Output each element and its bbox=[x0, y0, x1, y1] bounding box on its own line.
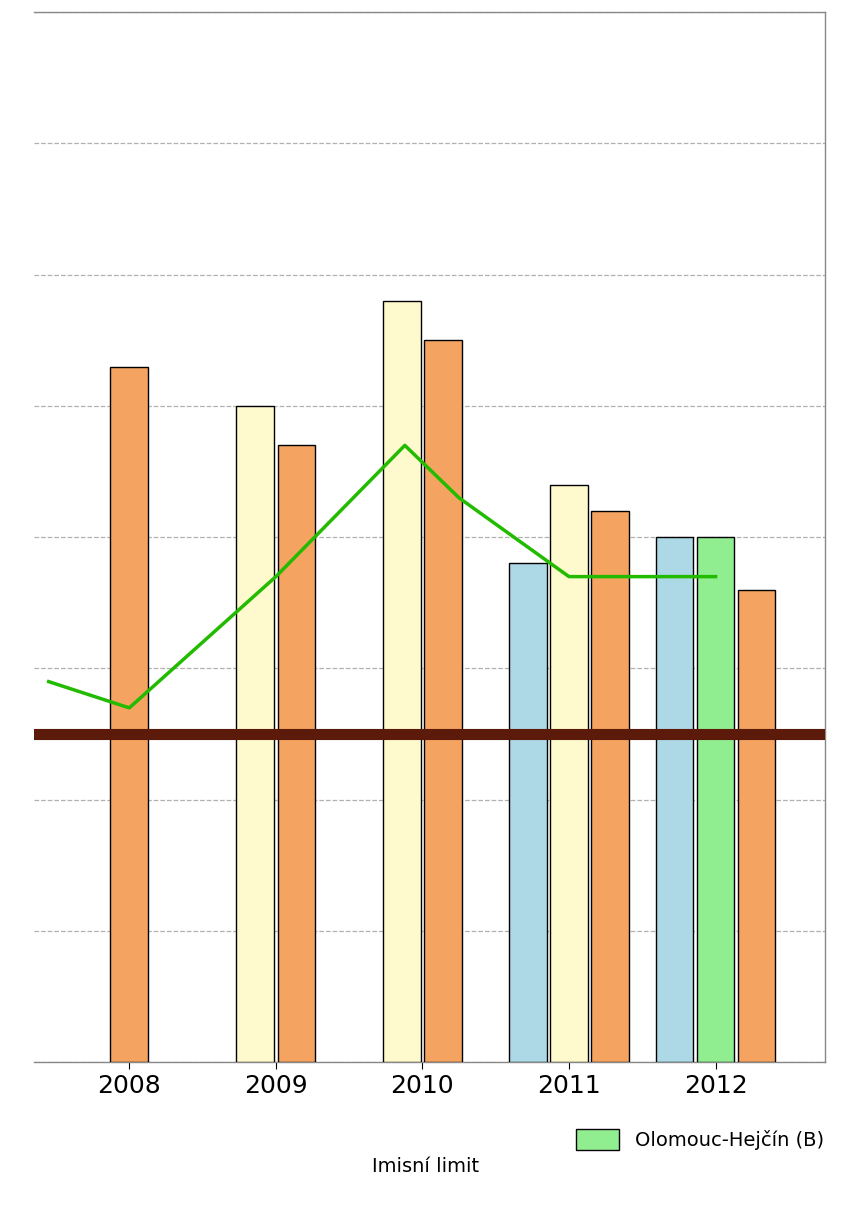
Bar bbox=[550, 485, 588, 1062]
Legend: Olomouc-Hejčín (B): Olomouc-Hejčín (B) bbox=[568, 1121, 831, 1158]
Bar bbox=[237, 405, 274, 1062]
Bar bbox=[111, 366, 148, 1062]
Bar bbox=[591, 510, 629, 1062]
Bar bbox=[738, 590, 775, 1062]
Bar bbox=[277, 446, 315, 1062]
Bar bbox=[383, 300, 420, 1062]
Bar bbox=[655, 537, 694, 1062]
Text: Imisní limit: Imisní limit bbox=[372, 1158, 479, 1176]
Bar bbox=[509, 563, 547, 1062]
Bar bbox=[697, 537, 734, 1062]
Bar bbox=[424, 341, 462, 1062]
